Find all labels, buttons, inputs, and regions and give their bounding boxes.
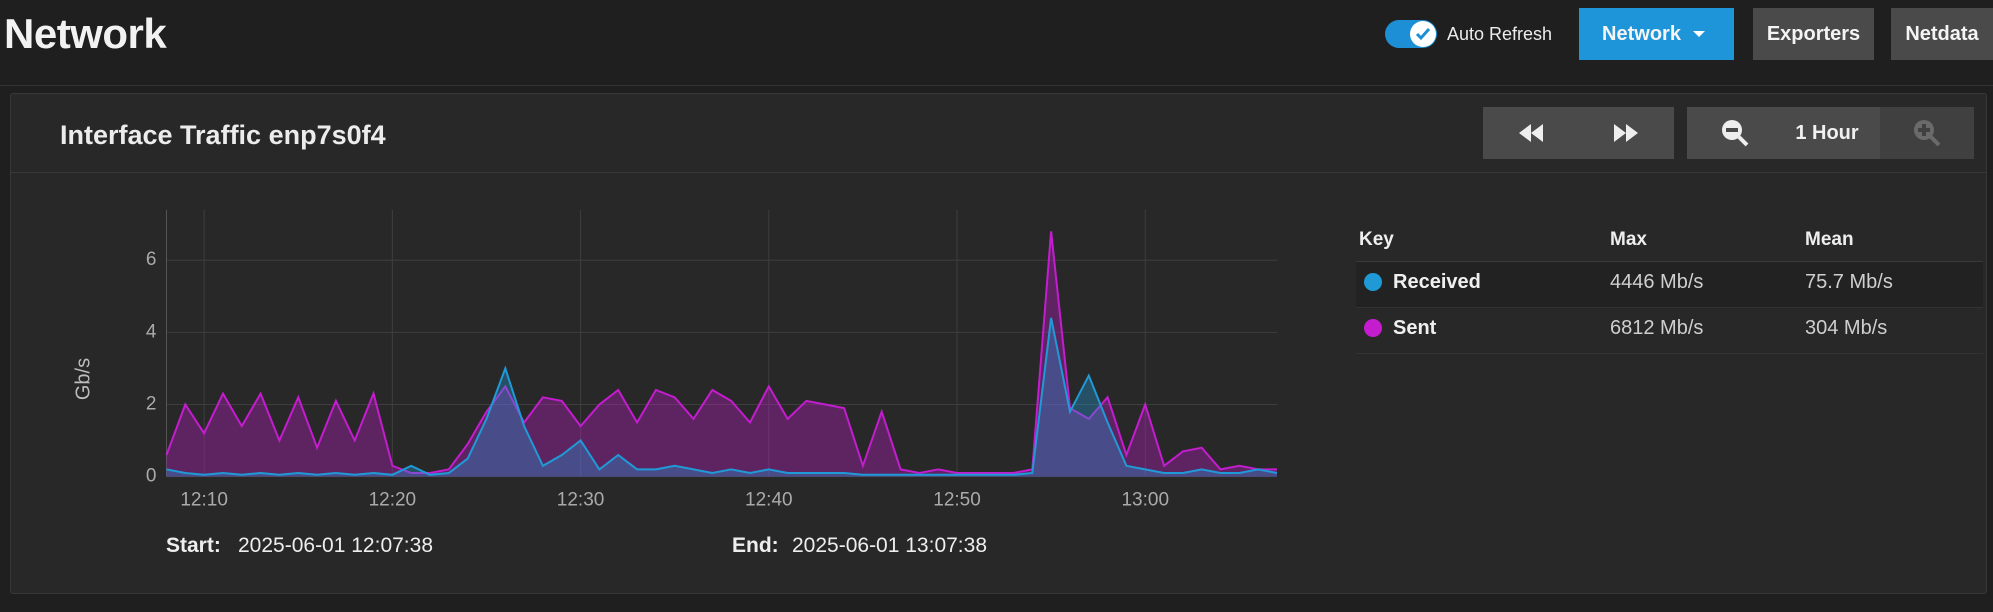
stat-max: 4446 Mb/s [1610, 271, 1704, 293]
netdata-button[interactable]: Netdata [1891, 8, 1993, 60]
stat-mean: 304 Mb/s [1805, 317, 1888, 339]
exporters-button[interactable]: Exporters [1753, 8, 1874, 60]
start-label: Start: [166, 534, 221, 557]
stat-mean: 75.7 Mb/s [1805, 271, 1893, 293]
zoom-in-icon [1914, 120, 1941, 147]
table-header: Max [1610, 229, 1647, 250]
legend-name: Sent [1393, 317, 1437, 339]
button-label: Network [1602, 22, 1681, 45]
toggle-knob [1410, 21, 1436, 47]
end-value: 2025-06-01 13:07:38 [792, 534, 987, 557]
card-divider [11, 172, 1986, 173]
caret-icon [1692, 31, 1705, 37]
nav-icons [1519, 124, 1638, 142]
table-row-bg [1356, 262, 1983, 307]
rewind-button[interactable] [1519, 124, 1543, 142]
table-divider [1356, 353, 1983, 354]
legend-name: Received [1393, 271, 1481, 293]
check-icon [1415, 28, 1431, 41]
table-header: Mean [1805, 229, 1854, 250]
table-divider [1356, 261, 1983, 262]
time-nav [1483, 107, 1674, 159]
zoom-in-button[interactable] [1880, 107, 1974, 159]
table-header: Key [1359, 229, 1394, 250]
end-label: End: [732, 534, 779, 557]
zoom-out-button[interactable] [1687, 107, 1787, 159]
button-label: Exporters [1766, 22, 1861, 45]
card [10, 93, 1987, 594]
page-title: Network [4, 10, 167, 57]
network-button[interactable]: Network [1579, 8, 1734, 60]
auto-refresh-toggle[interactable] [1385, 20, 1437, 48]
auto-refresh-label: Auto Refresh [1447, 24, 1553, 44]
zoom-group: 1 Hour [1687, 107, 1974, 159]
button-label: Netdata [1905, 22, 1979, 45]
table-divider [1356, 307, 1983, 308]
start-value: 2025-06-01 12:07:38 [238, 534, 433, 557]
card-title: Interface Traffic enp7s0f4 [60, 120, 386, 150]
legend-dot [1364, 273, 1382, 291]
zoom-label: 1 Hour [1795, 121, 1859, 144]
stat-max: 6812 Mb/s [1610, 317, 1704, 339]
legend-dot [1364, 319, 1382, 337]
header-divider [0, 85, 1993, 86]
forward-button[interactable] [1614, 124, 1638, 142]
